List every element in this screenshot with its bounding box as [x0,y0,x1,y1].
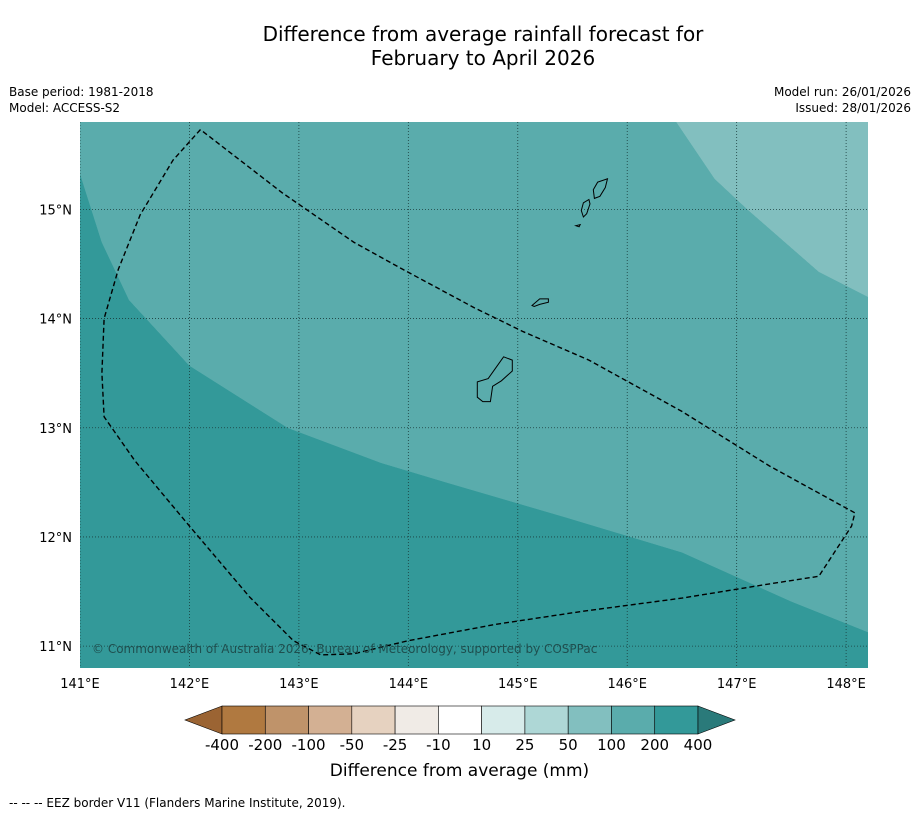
meta-right: Model run: 26/01/2026 Issued: 28/01/2026 [774,84,911,116]
colorbar-tick-label: -10 [426,736,451,754]
lon-tick-label: 145°E [498,677,538,692]
lon-tick-label: 148°E [826,677,866,692]
copyright-text: © Commonwealth of Australia 2026, Bureau… [92,642,597,656]
colorbar-label: Difference from average (mm) [329,761,590,781]
chart-title: Difference from average rainfall forecas… [0,22,919,70]
colorbar-tick-label: -400 [204,736,240,754]
colorbar-cell [438,705,482,735]
colorbar-tick-label: 200 [640,736,670,754]
colorbar-tick-label: 50 [558,736,578,754]
colorbar-cell [264,705,309,735]
colorbar-extend-low [184,705,223,735]
lon-tick-label: 144°E [389,677,429,692]
model-name: Model: ACCESS-S2 [9,101,121,115]
title-line-2: February to April 2026 [370,46,596,70]
island-outline [531,298,549,308]
lon-tick-label: 146°E [607,677,647,692]
lat-tick-label: 13°N [39,422,72,437]
lon-tick-label: 143°E [279,677,319,692]
issued-date: Issued: 28/01/2026 [795,101,911,115]
lat-tick-label: 11°N [39,640,72,655]
lon-tick-label: 141°E [60,677,100,692]
island-outline [476,356,513,403]
colorbar-tick-label: -50 [339,736,365,754]
colorbar-tick-label: 100 [597,736,626,754]
model-run: Model run: 26/01/2026 [773,85,911,99]
meta-left: Base period: 1981-2018 Model: ACCESS-S2 [9,84,154,116]
colorbar-tick-label: -100 [291,736,326,754]
island-outline [592,178,609,200]
colorbar-cell [524,705,569,735]
colorbar-cell [611,705,656,735]
colorbar-cells [184,705,736,735]
islands [476,178,609,403]
rainfall-map: © Commonwealth of Australia 2026, Bureau… [39,122,868,692]
eez-border [101,129,856,656]
eez-border-line [101,129,856,656]
gridlines [80,122,868,668]
colorbar-extend-high [697,705,736,735]
lat-tick-label: 12°N [39,531,72,546]
colorbar-tick-label: 25 [515,736,535,754]
lon-tick-label: 142°E [170,677,210,692]
colorbar-cell [394,705,439,735]
lon-tick-label: 147°E [717,677,757,692]
colorbar-cell [567,705,612,735]
island-outline [574,223,582,228]
lat-tick-label: 15°N [39,203,72,218]
colorbar-cell [308,705,353,735]
rainfall-zones [80,122,868,668]
colorbar-tick-label: -200 [248,736,283,754]
colorbar-cell [351,705,396,735]
island-outline [580,198,591,218]
colorbar-cell [221,705,266,735]
colorbar-cell [654,705,699,735]
colorbar-tick-label: 400 [683,736,713,754]
colorbar-tick-label: -25 [382,736,408,754]
base-period: Base period: 1981-2018 [9,85,154,99]
zone-50-to-100 [676,122,868,297]
footer-note: -- -- -- EEZ border V11 (Flanders Marine… [9,796,346,810]
colorbar-tick-label: 10 [472,736,492,754]
title-line-1: Difference from average rainfall forecas… [262,22,704,46]
colorbar-cell [481,705,526,735]
axis-labels: 141°E 142°E 143°E 144°E 145°E 146°E 147°E 148°E… [39,203,866,692]
lat-tick-label: 14°N [39,313,72,328]
